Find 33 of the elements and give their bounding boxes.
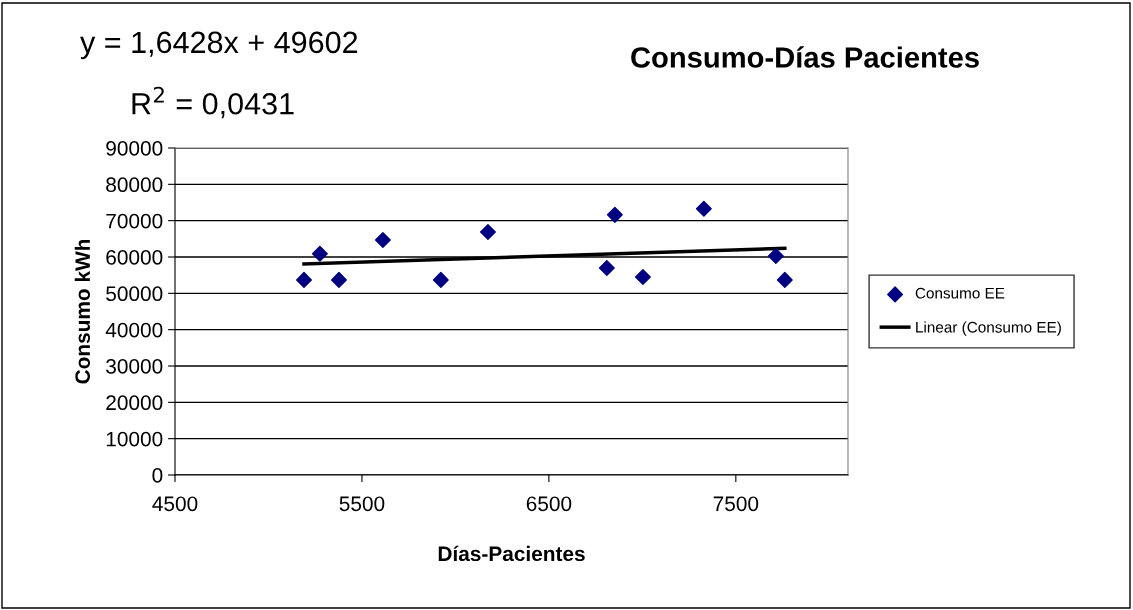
text: y = 1,6428x + 49602 — [80, 31, 358, 60]
text: R$^{2}$ = 0,0431 — [132, 86, 294, 119]
x-tick-label: 7500 — [713, 496, 759, 512]
point — [296, 271, 312, 288]
y-tick-label: 70000 — [106, 213, 163, 229]
y-tick-label: 60000 — [106, 250, 163, 265]
point — [330, 271, 347, 288]
point — [634, 269, 651, 285]
x-tick-label: 4500 — [152, 496, 198, 512]
x-tick-label: 6500 — [526, 496, 572, 512]
y-tick-label: 30000 — [106, 359, 163, 374]
y-tick-label: 80000 — [106, 177, 163, 193]
y-tick-label: 10000 — [106, 431, 163, 447]
x-axis-title: Días-Pacientes — [438, 545, 585, 562]
point — [767, 247, 784, 264]
x-tick-label: 5500 — [339, 496, 385, 512]
point — [432, 271, 449, 288]
point — [598, 259, 615, 276]
point — [374, 231, 391, 248]
y-tick-label: 20000 — [106, 395, 163, 411]
point — [776, 271, 793, 288]
point — [311, 245, 328, 262]
y-tick-label: 0 — [152, 468, 163, 483]
legend-label: Linear (Consumo EE) — [916, 321, 1061, 336]
y-tick-label: 40000 — [105, 322, 163, 338]
point — [479, 223, 496, 240]
legend-label: Consumo EE — [915, 287, 1005, 299]
point — [606, 206, 623, 223]
y-tick-label: 50000 — [106, 286, 163, 302]
point — [695, 200, 712, 217]
y-axis-title: Consumo kWh — [74, 239, 91, 384]
chart-title: Consumo-Días Pacientes — [631, 46, 979, 68]
y-tick-label: 90000 — [106, 141, 163, 156]
